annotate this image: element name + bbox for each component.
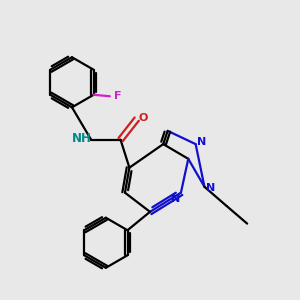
Text: N: N xyxy=(171,194,180,204)
Text: NH: NH xyxy=(72,132,92,145)
Text: O: O xyxy=(139,112,148,123)
Text: N: N xyxy=(206,183,216,193)
Text: N: N xyxy=(197,137,207,147)
Text: F: F xyxy=(114,91,122,101)
